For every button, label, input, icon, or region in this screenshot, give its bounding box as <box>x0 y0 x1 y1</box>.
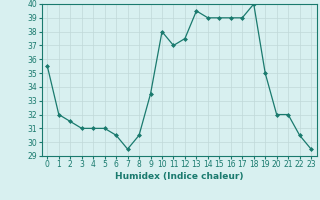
X-axis label: Humidex (Indice chaleur): Humidex (Indice chaleur) <box>115 172 244 181</box>
